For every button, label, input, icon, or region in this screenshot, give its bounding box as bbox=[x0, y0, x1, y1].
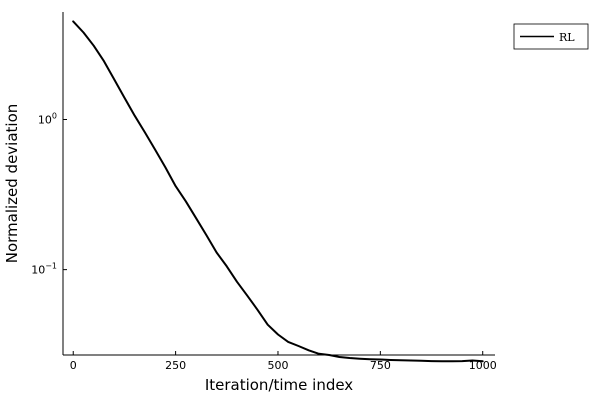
x-tick-label: 250 bbox=[165, 359, 186, 372]
y-tick-label: 100 bbox=[38, 111, 57, 126]
x-tick-label: 500 bbox=[267, 359, 288, 372]
y-axis-title: Normalized deviation bbox=[3, 104, 21, 264]
ticks: 0 250 500 750 1000 10−1 100 bbox=[31, 111, 497, 372]
x-tick-label: 750 bbox=[370, 359, 391, 372]
series-line-rl bbox=[72, 20, 484, 363]
x-axis-title: Iteration/time index bbox=[205, 376, 353, 394]
x-tick-label: 0 bbox=[70, 359, 77, 372]
axes bbox=[62, 12, 495, 356]
legend-label-rl: RL bbox=[559, 31, 575, 44]
legend: RL bbox=[513, 23, 589, 50]
x-tick-label: 1000 bbox=[469, 359, 497, 372]
series-layer bbox=[72, 20, 484, 363]
y-tick-label: 10−1 bbox=[31, 262, 57, 277]
